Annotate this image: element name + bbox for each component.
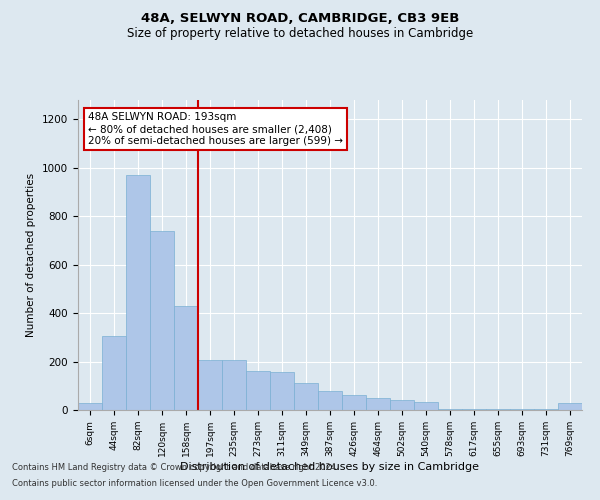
- Bar: [438, 409, 462, 410]
- X-axis label: Distribution of detached houses by size in Cambridge: Distribution of detached houses by size …: [181, 462, 479, 471]
- Bar: [414, 402, 438, 410]
- Text: 48A, SELWYN ROAD, CAMBRIDGE, CB3 9EB: 48A, SELWYN ROAD, CAMBRIDGE, CB3 9EB: [141, 12, 459, 26]
- Bar: [222, 360, 246, 410]
- Bar: [366, 398, 390, 410]
- Bar: [126, 175, 150, 410]
- Bar: [150, 231, 174, 410]
- Bar: [486, 409, 510, 410]
- Bar: [174, 306, 198, 410]
- Text: Contains HM Land Registry data © Crown copyright and database right 2024.: Contains HM Land Registry data © Crown c…: [12, 464, 338, 472]
- Y-axis label: Number of detached properties: Number of detached properties: [26, 173, 37, 337]
- Bar: [318, 390, 342, 410]
- Bar: [102, 336, 126, 410]
- Text: Size of property relative to detached houses in Cambridge: Size of property relative to detached ho…: [127, 28, 473, 40]
- Bar: [294, 384, 318, 410]
- Bar: [390, 400, 414, 410]
- Bar: [270, 372, 294, 410]
- Bar: [342, 396, 366, 410]
- Bar: [198, 360, 222, 410]
- Bar: [510, 409, 534, 410]
- Bar: [462, 409, 486, 410]
- Bar: [558, 402, 582, 410]
- Bar: [78, 402, 102, 410]
- Bar: [246, 371, 270, 410]
- Text: 48A SELWYN ROAD: 193sqm
← 80% of detached houses are smaller (2,408)
20% of semi: 48A SELWYN ROAD: 193sqm ← 80% of detache…: [88, 112, 343, 146]
- Text: Contains public sector information licensed under the Open Government Licence v3: Contains public sector information licen…: [12, 478, 377, 488]
- Bar: [534, 409, 558, 410]
